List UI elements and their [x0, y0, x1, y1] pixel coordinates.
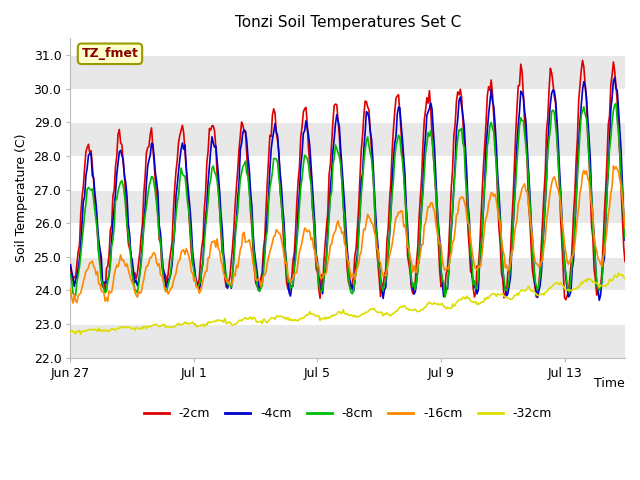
Bar — [70, 122, 625, 156]
Bar — [70, 324, 625, 358]
Y-axis label: Soil Temperature (C): Soil Temperature (C) — [15, 134, 28, 262]
Bar — [70, 290, 625, 324]
Bar — [70, 55, 625, 89]
Legend: -2cm, -4cm, -8cm, -16cm, -32cm: -2cm, -4cm, -8cm, -16cm, -32cm — [138, 402, 557, 425]
Title: Tonzi Soil Temperatures Set C: Tonzi Soil Temperatures Set C — [235, 15, 461, 30]
Text: Time: Time — [595, 377, 625, 390]
Bar — [70, 190, 625, 223]
Bar — [70, 89, 625, 122]
Bar — [70, 156, 625, 190]
Bar — [70, 223, 625, 257]
Bar — [70, 257, 625, 290]
Text: TZ_fmet: TZ_fmet — [81, 48, 138, 60]
